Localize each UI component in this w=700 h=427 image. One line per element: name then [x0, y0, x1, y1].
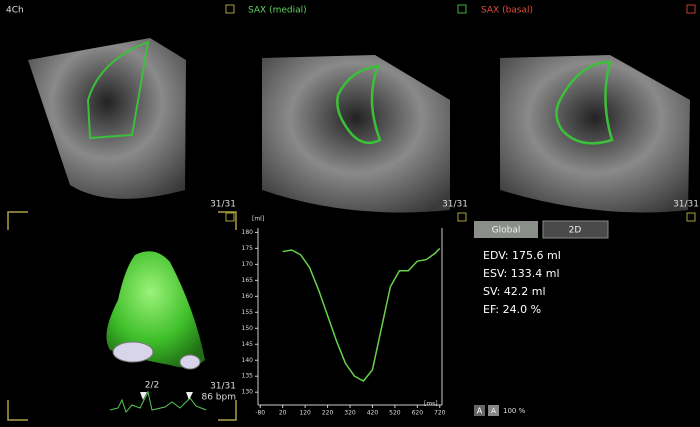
- button-global[interactable]: [474, 221, 538, 238]
- y-tick-label: 135: [242, 373, 254, 380]
- view-toggle[interactable]: [686, 4, 696, 14]
- x-tick-label: 220: [322, 410, 334, 417]
- y-tick-label: 160: [242, 293, 254, 300]
- panel-frame: [7, 211, 237, 421]
- view-label: 4Ch: [6, 6, 24, 16]
- button-2d[interactable]: [542, 220, 609, 239]
- 3d-model: [106, 251, 205, 368]
- zoom-button-label[interactable]: A: [477, 407, 483, 416]
- frame-counter: 31/31: [442, 200, 468, 210]
- valve: [179, 354, 201, 370]
- x-axis-label: [ms]: [424, 401, 438, 408]
- y-tick-label: 175: [242, 245, 254, 252]
- toggle[interactable]: [225, 212, 235, 222]
- heart-rate: 86 bpm: [201, 393, 236, 403]
- y-tick-label: 165: [242, 277, 254, 284]
- y-tick-label: 145: [242, 341, 254, 348]
- x-tick-label: -80: [255, 410, 265, 417]
- x-tick-label: 320: [344, 410, 356, 417]
- y-tick-label: 150: [242, 325, 254, 332]
- result: EDV: 175.6 ml: [483, 249, 561, 262]
- x-tick-label: 620: [412, 410, 424, 417]
- ecg-trace: [109, 390, 207, 413]
- x-tick-label: 720: [434, 410, 446, 417]
- x-tick-label: 120: [299, 410, 311, 417]
- valve: [112, 341, 154, 363]
- y-tick-label: 130: [242, 389, 254, 396]
- contour: [336, 64, 382, 145]
- ultrasound-4ch: [28, 38, 186, 199]
- ultrasound-sax-basal: [500, 55, 690, 213]
- frame-counter: 31/31: [673, 200, 699, 210]
- ultrasound-sax-medial: [262, 55, 450, 213]
- volume-curve: [282, 247, 441, 382]
- frame-counter: 31/31: [210, 382, 236, 392]
- y-tick-label: 170: [242, 261, 254, 268]
- zoom-level: 100 %: [503, 407, 526, 415]
- toggle[interactable]: [686, 212, 696, 222]
- zoom-button[interactable]: [488, 405, 499, 416]
- zoom-button[interactable]: [474, 405, 485, 416]
- result: EF: 24.0 %: [483, 303, 541, 316]
- ecg-marker: [140, 392, 193, 400]
- y-tick-label: 180: [242, 229, 254, 236]
- button-label[interactable]: Global: [492, 226, 521, 236]
- contour: [555, 60, 614, 145]
- result: SV: 42.2 ml: [483, 285, 546, 298]
- cycle-counter: 2/2: [145, 381, 159, 391]
- button-label[interactable]: 2D: [569, 226, 582, 236]
- view-toggle[interactable]: [457, 4, 467, 14]
- zoom-button-label[interactable]: A: [491, 407, 496, 415]
- result: ESV: 133.4 ml: [483, 267, 560, 280]
- x-tick-label: 520: [389, 410, 401, 417]
- toggle[interactable]: [457, 212, 467, 222]
- view-label: SAX (basal): [481, 6, 533, 16]
- contour: [86, 40, 150, 140]
- x-tick-label: 20: [279, 410, 287, 417]
- view-label: SAX (medial): [248, 6, 307, 16]
- y-tick-label: 140: [242, 357, 254, 364]
- y-tick-label: 155: [242, 309, 254, 316]
- view-toggle[interactable]: [225, 4, 235, 14]
- frame-counter: 31/31: [210, 200, 236, 210]
- y-axis-label: [ml]: [252, 216, 264, 223]
- x-tick-label: 420: [367, 410, 379, 417]
